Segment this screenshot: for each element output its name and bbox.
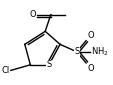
Text: O: O <box>29 10 36 19</box>
Text: O: O <box>86 64 93 73</box>
Text: O: O <box>86 31 93 40</box>
Text: Cl: Cl <box>2 66 10 75</box>
Text: S: S <box>46 60 51 69</box>
Text: S: S <box>74 47 79 56</box>
Text: NH$_2$: NH$_2$ <box>90 46 107 58</box>
